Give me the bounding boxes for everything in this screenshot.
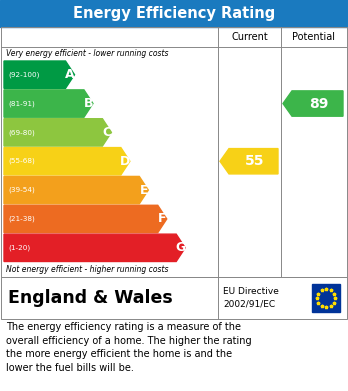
Text: The energy efficiency rating is a measure of the
overall efficiency of a home. T: The energy efficiency rating is a measur… [6, 322, 252, 373]
Text: D: D [120, 155, 130, 168]
Text: Not energy efficient - higher running costs: Not energy efficient - higher running co… [6, 265, 168, 274]
Polygon shape [4, 205, 167, 233]
Polygon shape [4, 176, 148, 204]
Polygon shape [4, 90, 93, 117]
Text: G: G [176, 241, 186, 254]
Text: B: B [84, 97, 93, 110]
Bar [0, 0, 348, 27]
Polygon shape [4, 119, 111, 146]
Text: (81-91): (81-91) [8, 100, 35, 107]
Text: E: E [140, 184, 148, 197]
Bar [312, 284, 340, 312]
Text: (55-68): (55-68) [8, 158, 35, 165]
Text: A: A [65, 68, 75, 81]
Text: F: F [158, 212, 166, 226]
Bar [1, 277, 347, 319]
Text: Energy Efficiency Rating: Energy Efficiency Rating [73, 6, 275, 21]
Text: Current: Current [231, 32, 268, 42]
Text: (21-38): (21-38) [8, 216, 35, 222]
Text: Potential: Potential [292, 32, 335, 42]
Text: (1-20): (1-20) [8, 245, 30, 251]
Polygon shape [220, 149, 278, 174]
Text: England & Wales: England & Wales [8, 289, 173, 307]
Text: (92-100): (92-100) [8, 72, 39, 78]
Text: 55: 55 [245, 154, 264, 168]
Polygon shape [4, 61, 74, 88]
Text: (39-54): (39-54) [8, 187, 35, 194]
Text: (69-80): (69-80) [8, 129, 35, 136]
Polygon shape [283, 91, 343, 116]
Text: 2002/91/EC: 2002/91/EC [223, 300, 275, 308]
Text: 89: 89 [309, 97, 328, 111]
Text: EU Directive: EU Directive [223, 287, 279, 296]
Polygon shape [4, 234, 185, 262]
Text: C: C [102, 126, 111, 139]
Polygon shape [4, 147, 130, 175]
Bar [1, 27, 347, 277]
Text: Very energy efficient - lower running costs: Very energy efficient - lower running co… [6, 50, 168, 59]
